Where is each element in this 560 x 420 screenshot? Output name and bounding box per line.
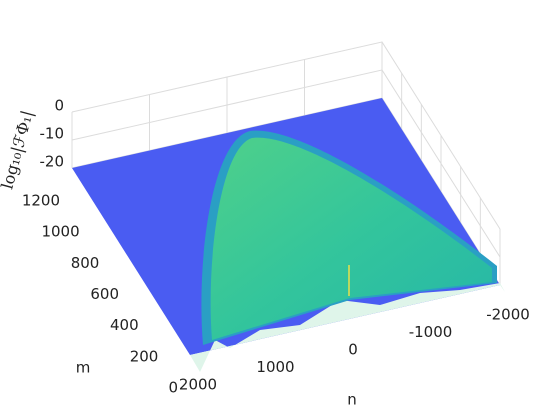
x-tick-label: -1000 (409, 323, 453, 341)
y-tick-label: 200 (130, 347, 159, 365)
z-axis-label: log₁₀|ℱΦ₁| (0, 108, 37, 191)
surface-ridge (210, 137, 492, 340)
y-tick-label: 1000 (41, 223, 79, 241)
y-tick-label: 600 (90, 285, 119, 303)
x-tick-label: 1000 (256, 358, 294, 376)
y-tick-label: 0 (168, 379, 178, 397)
x-axis-label: n (347, 391, 357, 409)
x-tick-label: 0 (348, 341, 358, 359)
z-tick-label: -20 (40, 153, 65, 171)
z-tick-label: 0 (54, 97, 64, 115)
x-tick-label: -2000 (486, 306, 530, 324)
x-tick-label: 2000 (179, 376, 217, 394)
y-tick-label: 400 (110, 316, 139, 334)
y-tick-label: 800 (71, 254, 100, 272)
y-tick-label: 1200 (22, 192, 60, 210)
z-tick-label: -10 (40, 125, 65, 143)
y-axis-label: m (76, 359, 91, 377)
